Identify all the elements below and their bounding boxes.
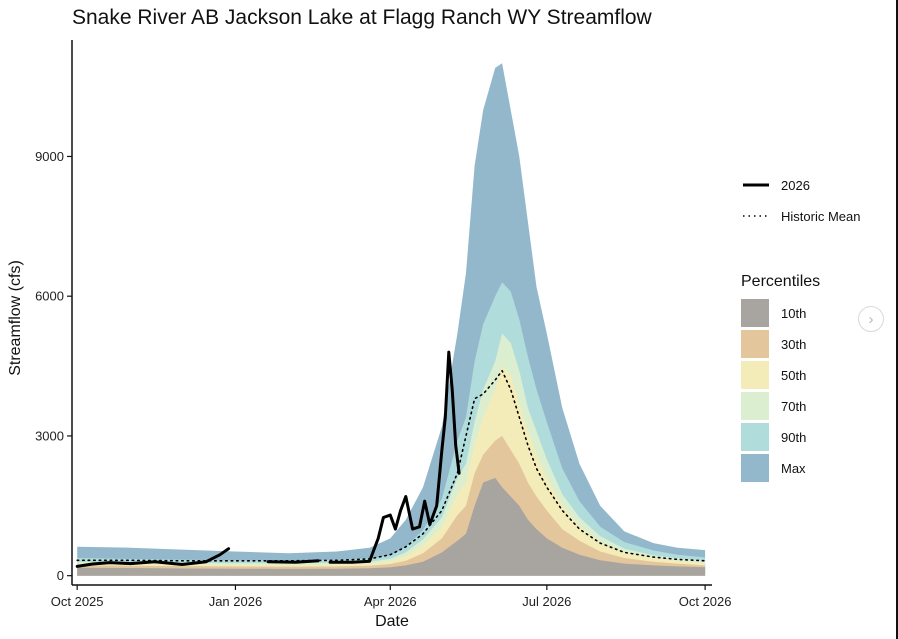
- legend-swatch-70th: [741, 392, 769, 420]
- axes: 0 3000 6000 9000 Oct 2025 Jan 2026 Apr 2026 Jul…: [35, 40, 732, 609]
- series-2026-line-1: [266, 559, 320, 564]
- legend-swatch-10th: [741, 299, 769, 327]
- legend-percentile-label: Max: [781, 461, 806, 476]
- legend-title: Percentiles: [741, 273, 820, 290]
- legend-swatch-90th: [741, 423, 769, 451]
- percentile-bands: [77, 63, 706, 576]
- x-tick-label: Jan 2026: [209, 594, 263, 609]
- legend-swatch-30th: [741, 330, 769, 358]
- series-2026-line-2: [328, 350, 461, 564]
- chevron-right-icon: ›: [868, 310, 874, 328]
- legend-percentile-label: 70th: [781, 399, 806, 414]
- x-axis-title: Date: [375, 613, 409, 630]
- series-2026-line-0: [75, 547, 231, 568]
- x-tick-label: Oct 2025: [51, 594, 104, 609]
- legend-swatch-50th: [741, 361, 769, 389]
- x-tick-label: Jul 2026: [522, 594, 571, 609]
- legend-percentile-label: 10th: [781, 306, 806, 321]
- legend-percentile-label: 50th: [781, 368, 806, 383]
- band-10th: [77, 477, 706, 576]
- right-edge-border: [896, 0, 898, 639]
- series-lines: [75, 350, 706, 568]
- legend-percentile-label: 30th: [781, 337, 806, 352]
- historic-mean-line: [76, 369, 706, 562]
- legend-line-label: 2026: [781, 178, 810, 193]
- y-tick-label: 3000: [35, 428, 64, 443]
- legend-swatch-max: [741, 454, 769, 482]
- legend-lines: 2026 Historic Mean: [743, 178, 860, 224]
- y-tick-label: 6000: [35, 289, 64, 304]
- y-axis-title: Streamflow (cfs): [7, 260, 24, 376]
- x-tick-label: Oct 2026: [679, 594, 732, 609]
- legend-percentiles: 10th 30th 50th 70th 90th Max: [741, 299, 806, 482]
- legend-percentile-label: 90th: [781, 430, 806, 445]
- y-tick-label: 0: [57, 568, 64, 583]
- legend-line-label: Historic Mean: [781, 209, 860, 224]
- x-tick-label: Apr 2026: [364, 594, 417, 609]
- next-button[interactable]: ›: [858, 306, 884, 332]
- chart-title: Snake River AB Jackson Lake at Flagg Ran…: [72, 6, 653, 29]
- y-tick-label: 9000: [35, 149, 64, 164]
- band-max: [77, 63, 706, 576]
